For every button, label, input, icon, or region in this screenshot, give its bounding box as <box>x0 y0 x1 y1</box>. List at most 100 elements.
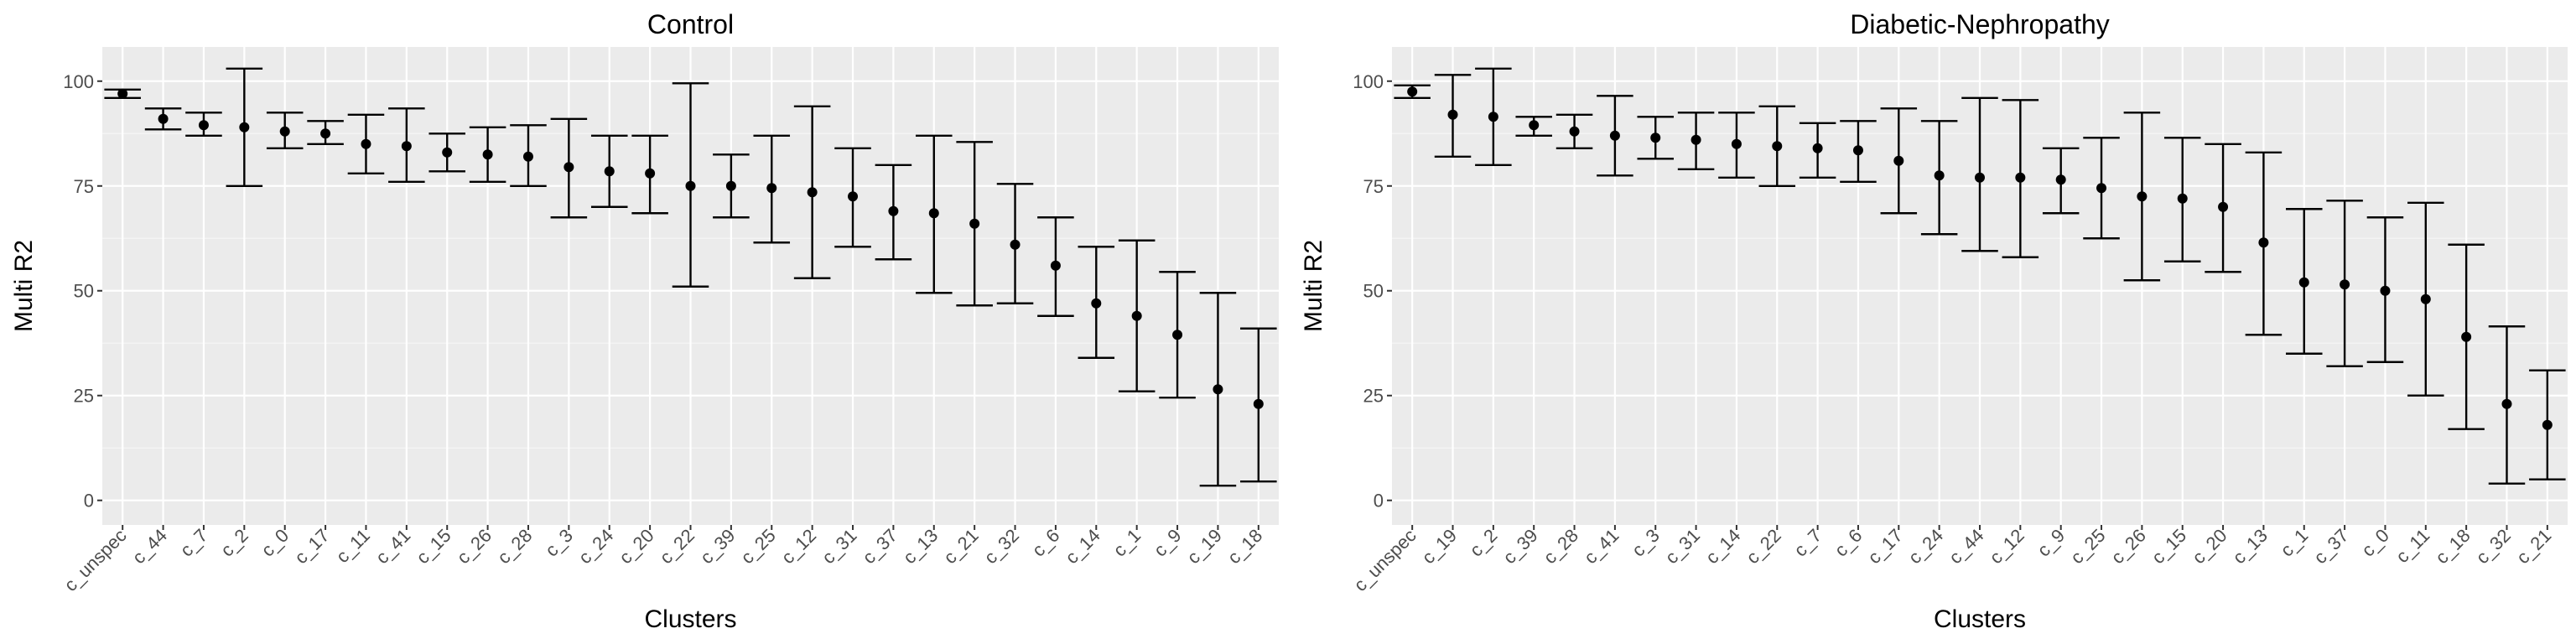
x-tick-label: c_21 <box>2512 525 2555 568</box>
x-tick-label: c_32 <box>980 525 1023 568</box>
x-tick-label: c_19 <box>1418 525 1461 568</box>
y-tick-label: 75 <box>1363 176 1384 197</box>
data-point-c_12 <box>807 187 818 198</box>
x-tick-label: c_0 <box>257 525 293 561</box>
data-point-c_41 <box>401 141 412 152</box>
x-tick-label: c_17 <box>290 525 333 568</box>
x-tick-label: c_28 <box>1540 525 1582 568</box>
data-point-c_26 <box>482 149 493 160</box>
x-axis-title: Clusters <box>644 605 736 633</box>
data-point-c_18 <box>2461 331 2472 342</box>
data-point-c_13 <box>928 208 939 219</box>
y-tick-label: 50 <box>74 281 94 302</box>
data-point-c_20 <box>2218 201 2229 212</box>
x-tick-label: c_26 <box>453 525 496 568</box>
panel-title: Control <box>647 9 734 39</box>
data-point-c_19 <box>1447 109 1458 120</box>
data-point-c_28 <box>1569 126 1580 137</box>
data-point-c_44 <box>1975 172 1985 183</box>
data-point-c_2 <box>1488 112 1498 122</box>
x-tick-label: c_14 <box>1701 525 1744 568</box>
x-tick-label: c_11 <box>332 525 374 567</box>
x-tick-label: c_6 <box>1831 525 1867 561</box>
data-point-c_15 <box>442 147 453 158</box>
data-point-c_28 <box>522 151 533 162</box>
data-point-c_13 <box>2258 237 2269 248</box>
x-tick-label: c_0 <box>2357 525 2393 561</box>
data-point-c_21 <box>2542 419 2553 430</box>
data-point-c_24 <box>604 166 615 177</box>
x-tick-label: c_25 <box>2066 525 2109 568</box>
x-tick-label: c_unspec <box>1349 525 1420 595</box>
x-tick-label: c_18 <box>2431 525 2474 568</box>
data-point-c_9 <box>1172 330 1183 340</box>
data-point-c_39 <box>1529 120 1540 131</box>
data-point-c_0 <box>279 126 290 137</box>
x-tick-label: c_44 <box>1945 525 1987 568</box>
data-point-c_6 <box>1050 260 1061 271</box>
x-tick-label: c_12 <box>777 525 820 568</box>
y-axis-title: Multi R2 <box>10 240 38 332</box>
x-tick-label: c_14 <box>1061 525 1104 568</box>
x-tick-label: c_17 <box>1863 525 1906 568</box>
data-point-c_14 <box>1731 138 1742 149</box>
x-tick-label: c_25 <box>736 525 779 568</box>
y-tick-label: 25 <box>74 386 94 407</box>
x-tick-label: c_2 <box>216 525 252 561</box>
x-tick-label: c_32 <box>2472 525 2515 568</box>
data-point-c_37 <box>888 205 899 216</box>
data-point-c_39 <box>725 180 736 191</box>
data-point-c_11 <box>2420 293 2431 304</box>
x-tick-label: c_20 <box>615 525 657 568</box>
data-point-c_25 <box>766 183 777 194</box>
data-point-c_22 <box>685 180 696 191</box>
x-tick-label: c_19 <box>1183 525 1226 568</box>
data-point-c_1 <box>2298 277 2309 288</box>
data-point-c_9 <box>2055 174 2066 185</box>
x-tick-label: c_unspec <box>60 525 130 595</box>
x-tick-label: c_44 <box>128 525 171 568</box>
x-tick-label: c_7 <box>176 525 212 561</box>
y-tick-label: 75 <box>74 176 94 197</box>
data-point-c_unspec <box>117 88 128 99</box>
data-point-c_31 <box>1690 134 1701 145</box>
data-point-c_20 <box>645 168 656 179</box>
data-point-c_14 <box>1091 298 1102 309</box>
data-point-c_24 <box>1934 170 1945 181</box>
x-tick-label: c_9 <box>1150 525 1186 561</box>
x-tick-label: c_41 <box>1580 525 1623 568</box>
data-point-c_22 <box>1772 141 1783 152</box>
data-point-c_25 <box>2096 183 2107 194</box>
x-tick-label: c_31 <box>818 525 860 568</box>
data-point-c_26 <box>2137 191 2148 202</box>
x-tick-label: c_39 <box>696 525 739 568</box>
y-tick-label: 100 <box>63 71 94 92</box>
x-tick-label: c_9 <box>2033 525 2069 561</box>
data-point-c_19 <box>1213 384 1223 395</box>
x-tick-label: c_24 <box>574 525 617 568</box>
data-point-c_3 <box>1650 132 1661 143</box>
x-tick-label: c_3 <box>541 525 577 561</box>
data-point-c_0 <box>2380 285 2391 296</box>
data-point-c_32 <box>1010 239 1021 250</box>
x-tick-label: c_39 <box>1498 525 1541 568</box>
data-point-c_12 <box>2015 172 2026 183</box>
x-tick-label: c_6 <box>1028 525 1064 561</box>
data-point-c_37 <box>2340 279 2350 290</box>
y-tick-label: 50 <box>1363 281 1384 302</box>
y-tick-label: 100 <box>1353 71 1384 92</box>
y-axis-title: Multi R2 <box>1300 240 1327 332</box>
x-tick-label: c_20 <box>2188 525 2231 568</box>
x-tick-label: c_15 <box>2148 525 2190 568</box>
x-tick-label: c_21 <box>939 525 982 568</box>
x-tick-label: c_3 <box>1628 525 1664 561</box>
data-point-c_3 <box>564 162 574 173</box>
x-tick-label: c_26 <box>2106 525 2149 568</box>
data-point-c_17 <box>320 128 331 139</box>
panel-title: Diabetic-Nephropathy <box>1850 9 2110 39</box>
data-point-c_11 <box>361 138 371 149</box>
x-tick-label: c_13 <box>2229 525 2272 568</box>
data-point-c_21 <box>969 218 980 229</box>
x-axis-title: Clusters <box>1934 605 2026 633</box>
